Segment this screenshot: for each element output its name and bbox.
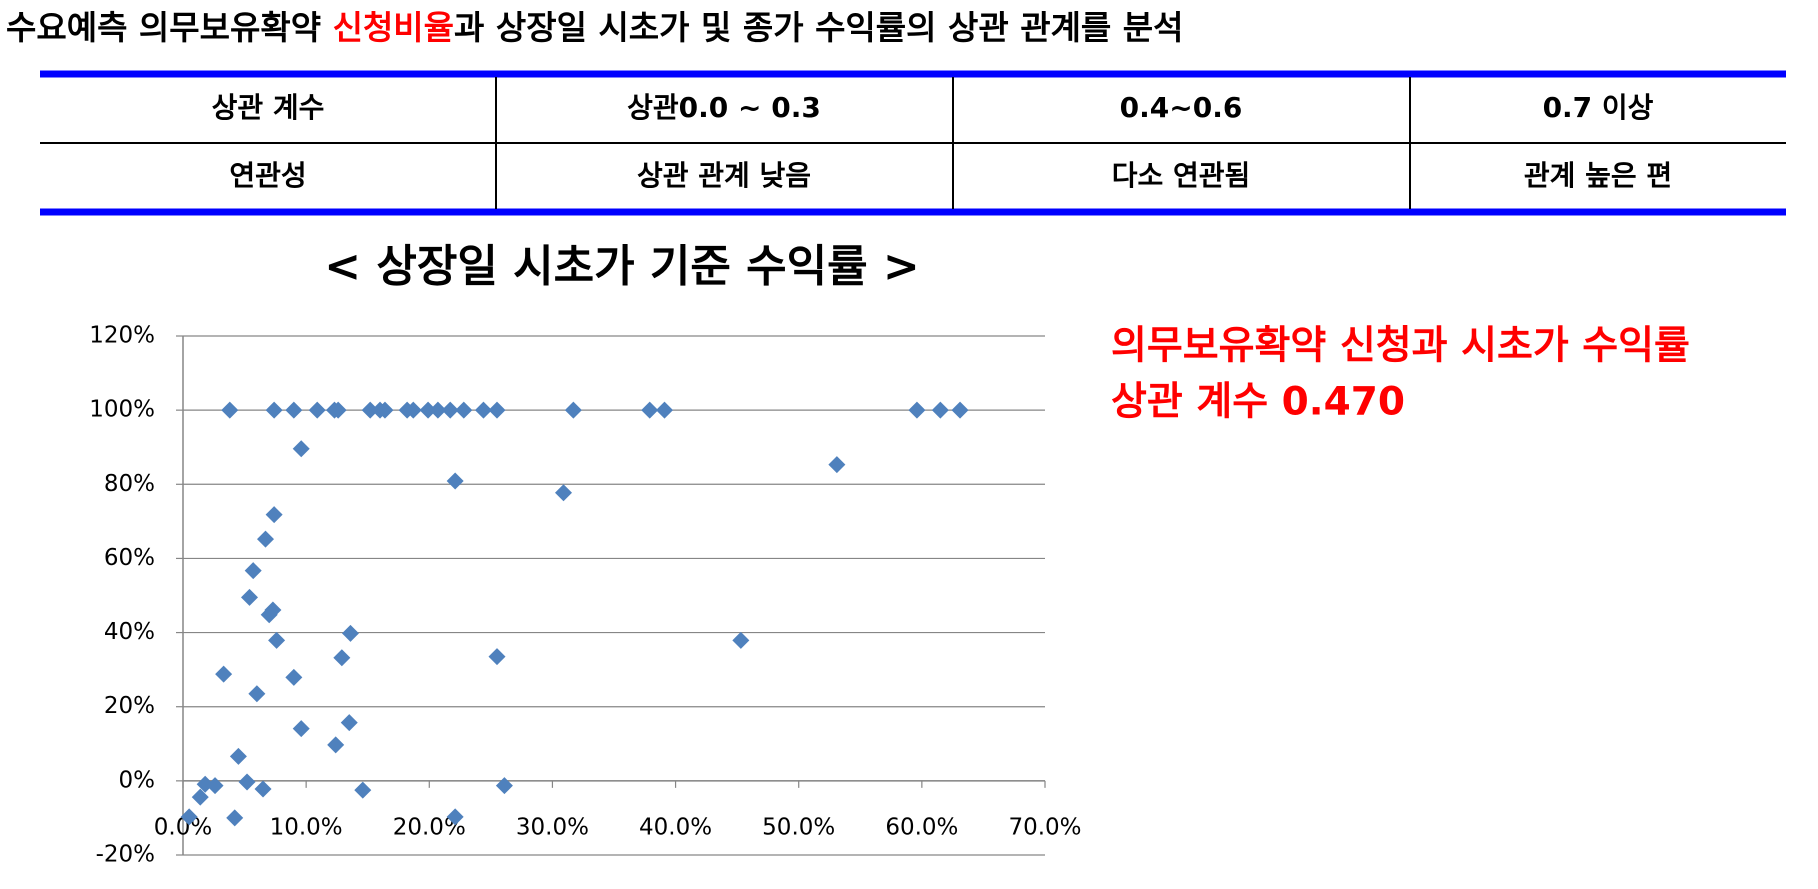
point [226,809,244,827]
annotation: 의무보유확약 신청과 시초가 수익률 [1111,324,1690,369]
point [446,808,464,826]
y-tick-label: 20% [104,693,155,719]
annotation: 상관 계수 0.470 [1111,380,1405,425]
table-cell: 관계 높은 편 [1524,159,1672,192]
point [308,401,326,419]
x-tick-label: 10.0% [270,814,343,840]
point [254,780,272,798]
point [248,685,266,703]
table-cell: 연관성 [229,159,306,192]
point [221,401,239,419]
point [908,401,926,419]
point [429,401,447,419]
point [229,747,247,765]
point [404,401,422,419]
point [244,562,262,580]
x-tick-label: 40.0% [639,814,712,840]
x-tick-label: 60.0% [885,814,958,840]
title-part: 과 상장일 시초가 및 종가 수익률의 상관 관계를 분석 [454,8,1183,47]
y-tick-label: 120% [89,323,155,349]
point [180,808,198,826]
point [931,401,949,419]
point [285,668,303,686]
table-cell: 상관 관계 낮음 [637,159,811,192]
point [419,401,437,419]
point [329,401,347,419]
table-cell: 0.7 이상 [1543,91,1654,124]
point [285,401,303,419]
point [264,601,282,619]
y-tick-label: 40% [104,619,155,645]
point [268,631,286,649]
y-tick-label: -20% [96,842,155,868]
point [354,781,372,799]
point [488,401,506,419]
point [333,649,351,667]
point [488,648,506,666]
point [455,401,473,419]
point [564,401,582,419]
y-tick-label: 80% [104,471,155,497]
point [951,401,969,419]
point [376,401,394,419]
table-cell: 0.4~0.6 [1120,91,1243,124]
point [191,788,209,806]
point [655,401,673,419]
point [341,624,359,642]
point [340,714,358,732]
page-title: 수요예측 의무보유확약 신청비율과 상장일 시초가 및 종가 수익률의 상관 관… [6,8,1184,47]
point [446,472,464,490]
title-highlight: 신청비율 [333,8,454,47]
y-tick-label: 60% [104,545,155,571]
point [238,773,256,791]
point [215,665,233,683]
x-tick-label: 70.0% [1008,814,1081,840]
point [641,401,659,419]
table-cell: 상관 계수 [212,91,325,124]
chart-title: < 상장일 시초가 기준 수익률 > [324,241,920,292]
point [265,401,283,419]
point [495,777,513,795]
title-part: 수요예측 의무보유확약 [6,8,333,47]
point [361,401,379,419]
point [732,631,750,649]
table-cell: 상관0.0 ~ 0.3 [627,91,821,124]
point [240,588,258,606]
point [206,777,224,795]
y-tick-label: 0% [119,767,156,793]
table-cell: 다소 연관됨 [1112,159,1251,192]
point [292,720,310,738]
point [292,440,310,458]
x-tick-label: 30.0% [516,814,589,840]
point [474,401,492,419]
x-tick-label: 50.0% [762,814,835,840]
point [257,530,275,548]
point [555,484,573,502]
y-tick-label: 100% [89,397,155,423]
point [327,736,345,754]
point [441,401,459,419]
point [265,506,283,524]
point [828,456,846,474]
